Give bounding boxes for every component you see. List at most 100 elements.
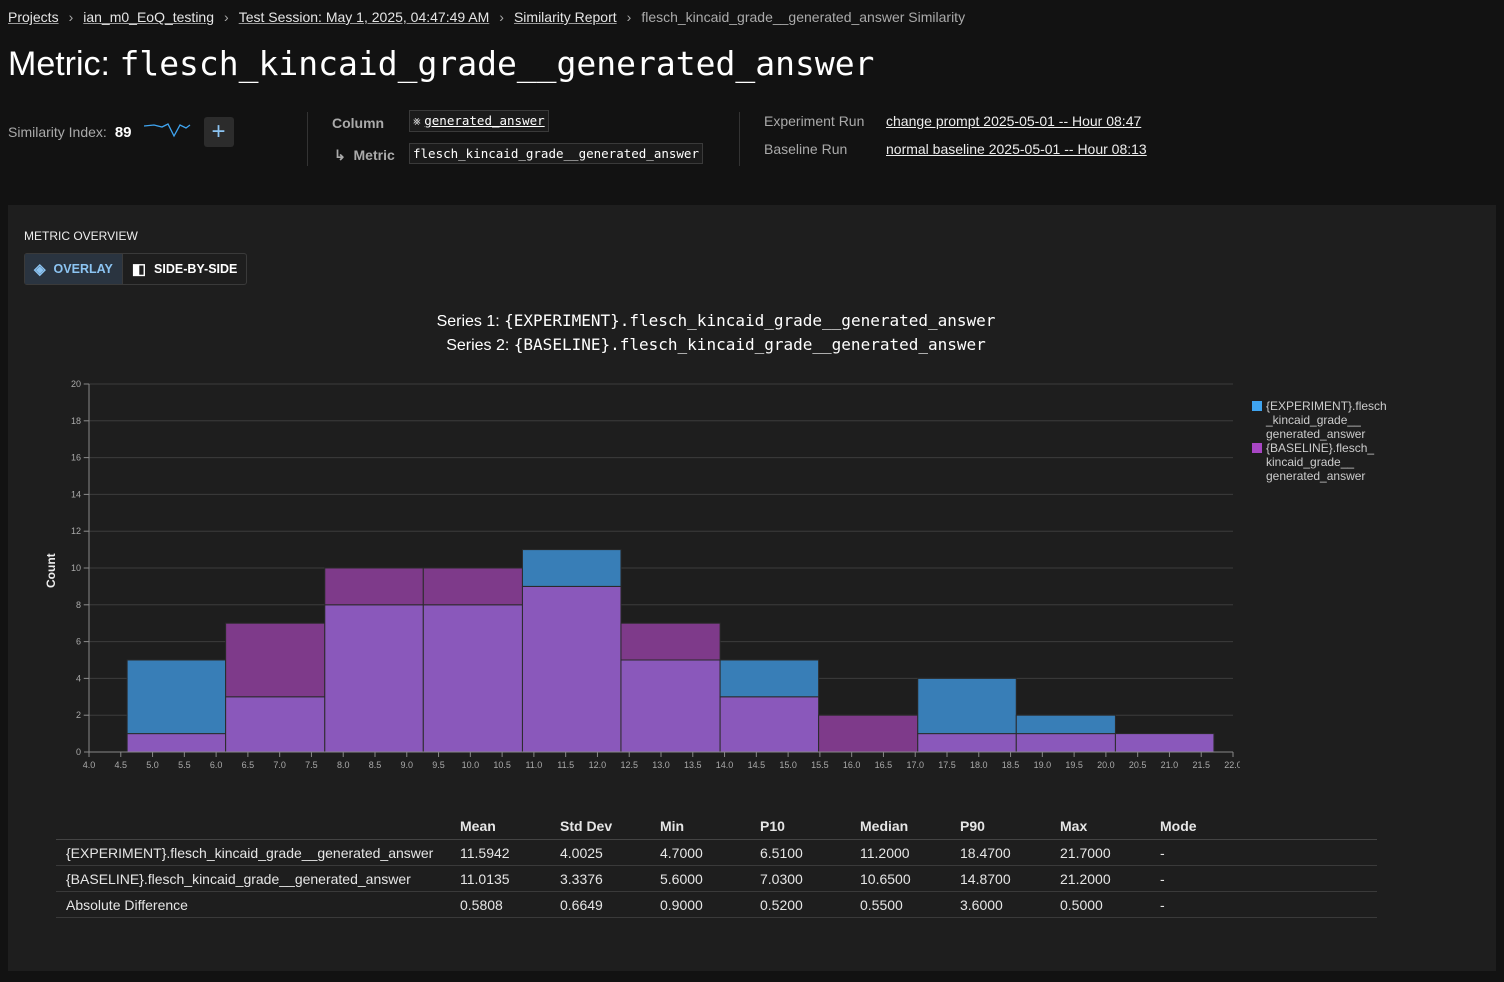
table-row: {EXPERIMENT}.flesch_kincaid_grade__gener… xyxy=(56,840,1377,866)
x-tick-label: 6.5 xyxy=(242,760,255,770)
y-tick-label: 0 xyxy=(76,747,81,757)
x-tick-label: 16.5 xyxy=(875,760,893,770)
table-cell: 21.2000 xyxy=(1060,870,1111,887)
y-tick-label: 4 xyxy=(76,673,81,683)
table-cell: 14.8700 xyxy=(960,870,1011,887)
experiment-run-link[interactable]: change prompt 2025-05-01 -- Hour 08:47 xyxy=(886,113,1142,129)
chart-title-line2: Series 2: {BASELINE}.flesch_kincaid_grad… xyxy=(0,333,1432,358)
breadcrumb-projects[interactable]: Projects xyxy=(8,9,59,25)
side-by-side-label: SIDE-BY-SIDE xyxy=(154,262,238,276)
histogram-bar-overlap xyxy=(719,696,820,753)
chevron-right-icon: › xyxy=(224,9,229,25)
table-cell: Min xyxy=(660,817,685,834)
legend-swatch xyxy=(1252,401,1262,411)
x-tick-label: 11.0 xyxy=(525,760,542,770)
y-tick-label: 12 xyxy=(71,526,81,536)
histogram-bar-overlap xyxy=(126,733,227,753)
x-tick-label: 6.0 xyxy=(210,760,223,770)
legend-item-experiment[interactable]: {EXPERIMENT}.flesch _kincaid_grade__ gener… xyxy=(1252,399,1387,441)
x-tick-label: 10.5 xyxy=(493,760,511,770)
baseline-run-label: Baseline Run xyxy=(764,141,848,157)
x-tick-label: 19.0 xyxy=(1034,760,1052,770)
y-tick-label: 6 xyxy=(76,637,81,647)
x-tick-label: 22.0 xyxy=(1224,760,1240,770)
chart-legend: {EXPERIMENT}.flesch _kincaid_grade__ gener… xyxy=(1252,399,1387,483)
histogram-bar-experiment xyxy=(1015,714,1116,735)
x-tick-label: 12.0 xyxy=(589,760,607,770)
divider xyxy=(739,112,740,166)
column-label: Column xyxy=(332,115,385,131)
breadcrumb-session[interactable]: Test Session: May 1, 2025, 04:47:49 AM xyxy=(238,9,490,25)
baseline-run-link[interactable]: normal baseline 2025-05-01 -- Hour 08:13 xyxy=(886,141,1147,157)
x-tick-label: 8.5 xyxy=(369,760,382,770)
chevron-right-icon: › xyxy=(626,9,632,25)
similarity-label: Similarity Index: xyxy=(8,124,107,140)
y-tick-label: 10 xyxy=(71,563,81,573)
overlay-button[interactable]: ◈ OVERLAY xyxy=(25,254,123,284)
histogram-bar-experiment xyxy=(917,677,1017,735)
table-cell: 0.6649 xyxy=(560,896,603,913)
table-cell: P10 xyxy=(760,817,785,834)
x-tick-label: 15.5 xyxy=(811,760,829,770)
side-by-side-button[interactable]: ◧ SIDE-BY-SIDE xyxy=(123,254,247,284)
histogram-bar-experiment xyxy=(719,659,820,698)
arrow-return-icon: ↳ xyxy=(334,147,346,163)
add-button[interactable]: + xyxy=(203,117,234,147)
histogram-bar-baseline xyxy=(225,622,326,698)
histogram-bar-overlap xyxy=(1114,733,1215,753)
divider xyxy=(307,112,308,166)
y-tick-label: 8 xyxy=(76,600,81,610)
table-cell: 0.5808 xyxy=(460,896,503,913)
table-cell: Mode xyxy=(1160,817,1197,834)
similarity-index: Similarity Index: 89 + xyxy=(8,117,234,147)
histogram-bar-baseline xyxy=(818,714,919,753)
table-cell: 0.5200 xyxy=(760,896,803,913)
y-tick-label: 14 xyxy=(71,489,81,499)
x-tick-label: 5.0 xyxy=(146,760,159,770)
x-tick-label: 20.5 xyxy=(1129,760,1147,770)
column-chip[interactable]: ⨳ generated_answer xyxy=(409,110,549,132)
x-tick-label: 12.5 xyxy=(620,760,638,770)
x-tick-label: 21.5 xyxy=(1192,760,1210,770)
x-tick-label: 5.5 xyxy=(178,760,191,770)
column-value[interactable]: generated_answer xyxy=(424,113,545,128)
y-axis-label: Count xyxy=(44,533,58,588)
series1-prefix: Series 1: xyxy=(436,313,505,330)
table-cell: 18.4700 xyxy=(960,844,1011,861)
table-cell: Mean xyxy=(460,817,496,834)
series1-name: {EXPERIMENT}.flesch_kincaid_grade__gener… xyxy=(504,311,996,330)
title-metric: flesch_kincaid_grade__generated_answer xyxy=(119,44,875,83)
table-cell: - xyxy=(1160,896,1165,913)
table-cell: 3.3376 xyxy=(560,870,603,887)
legend-item-baseline[interactable]: {BASELINE}.flesch_ kincaid_grade__ generat… xyxy=(1252,441,1387,483)
table-row: {BASELINE}.flesch_kincaid_grade__generat… xyxy=(56,866,1377,892)
title-prefix: Metric: xyxy=(8,45,110,83)
histogram-bar-experiment xyxy=(126,659,227,735)
layers-icon: ◈ xyxy=(34,261,46,278)
histogram-bar-overlap xyxy=(225,696,326,753)
x-tick-label: 19.5 xyxy=(1065,760,1083,770)
y-tick-label: 18 xyxy=(71,416,81,426)
y-tick-label: 20 xyxy=(71,379,81,389)
x-tick-label: 14.0 xyxy=(716,760,734,770)
similarity-value: 89 xyxy=(114,123,132,141)
breadcrumb-current: flesch_kincaid_grade__generated_answer S… xyxy=(641,9,966,25)
sparkline-icon xyxy=(143,123,190,138)
table-cell: 0.5000 xyxy=(1060,896,1103,913)
histogram-bar-overlap xyxy=(1015,733,1116,753)
table-cell: 4.0025 xyxy=(560,844,603,861)
table-cell: 5.6000 xyxy=(660,870,703,887)
table-cell: 10.6500 xyxy=(860,870,911,887)
breadcrumb-project[interactable]: ian_m0_EoQ_testing xyxy=(83,9,215,25)
table-cell: {BASELINE}.flesch_kincaid_grade__generat… xyxy=(66,870,411,887)
x-tick-label: 13.0 xyxy=(652,760,670,770)
breadcrumb-report[interactable]: Similarity Report xyxy=(513,9,617,25)
metric-label-row: ↳ Metric xyxy=(334,147,395,164)
x-tick-label: 14.5 xyxy=(748,760,766,770)
view-toggle: ◈ OVERLAY ◧ SIDE-BY-SIDE xyxy=(24,253,248,285)
y-axis-label-text: Count xyxy=(44,553,58,588)
table-cell: 0.9000 xyxy=(660,896,703,913)
legend-text: {BASELINE}.flesch_ xyxy=(1266,441,1375,455)
x-tick-label: 20.0 xyxy=(1097,760,1115,770)
chevron-right-icon: › xyxy=(68,9,74,25)
